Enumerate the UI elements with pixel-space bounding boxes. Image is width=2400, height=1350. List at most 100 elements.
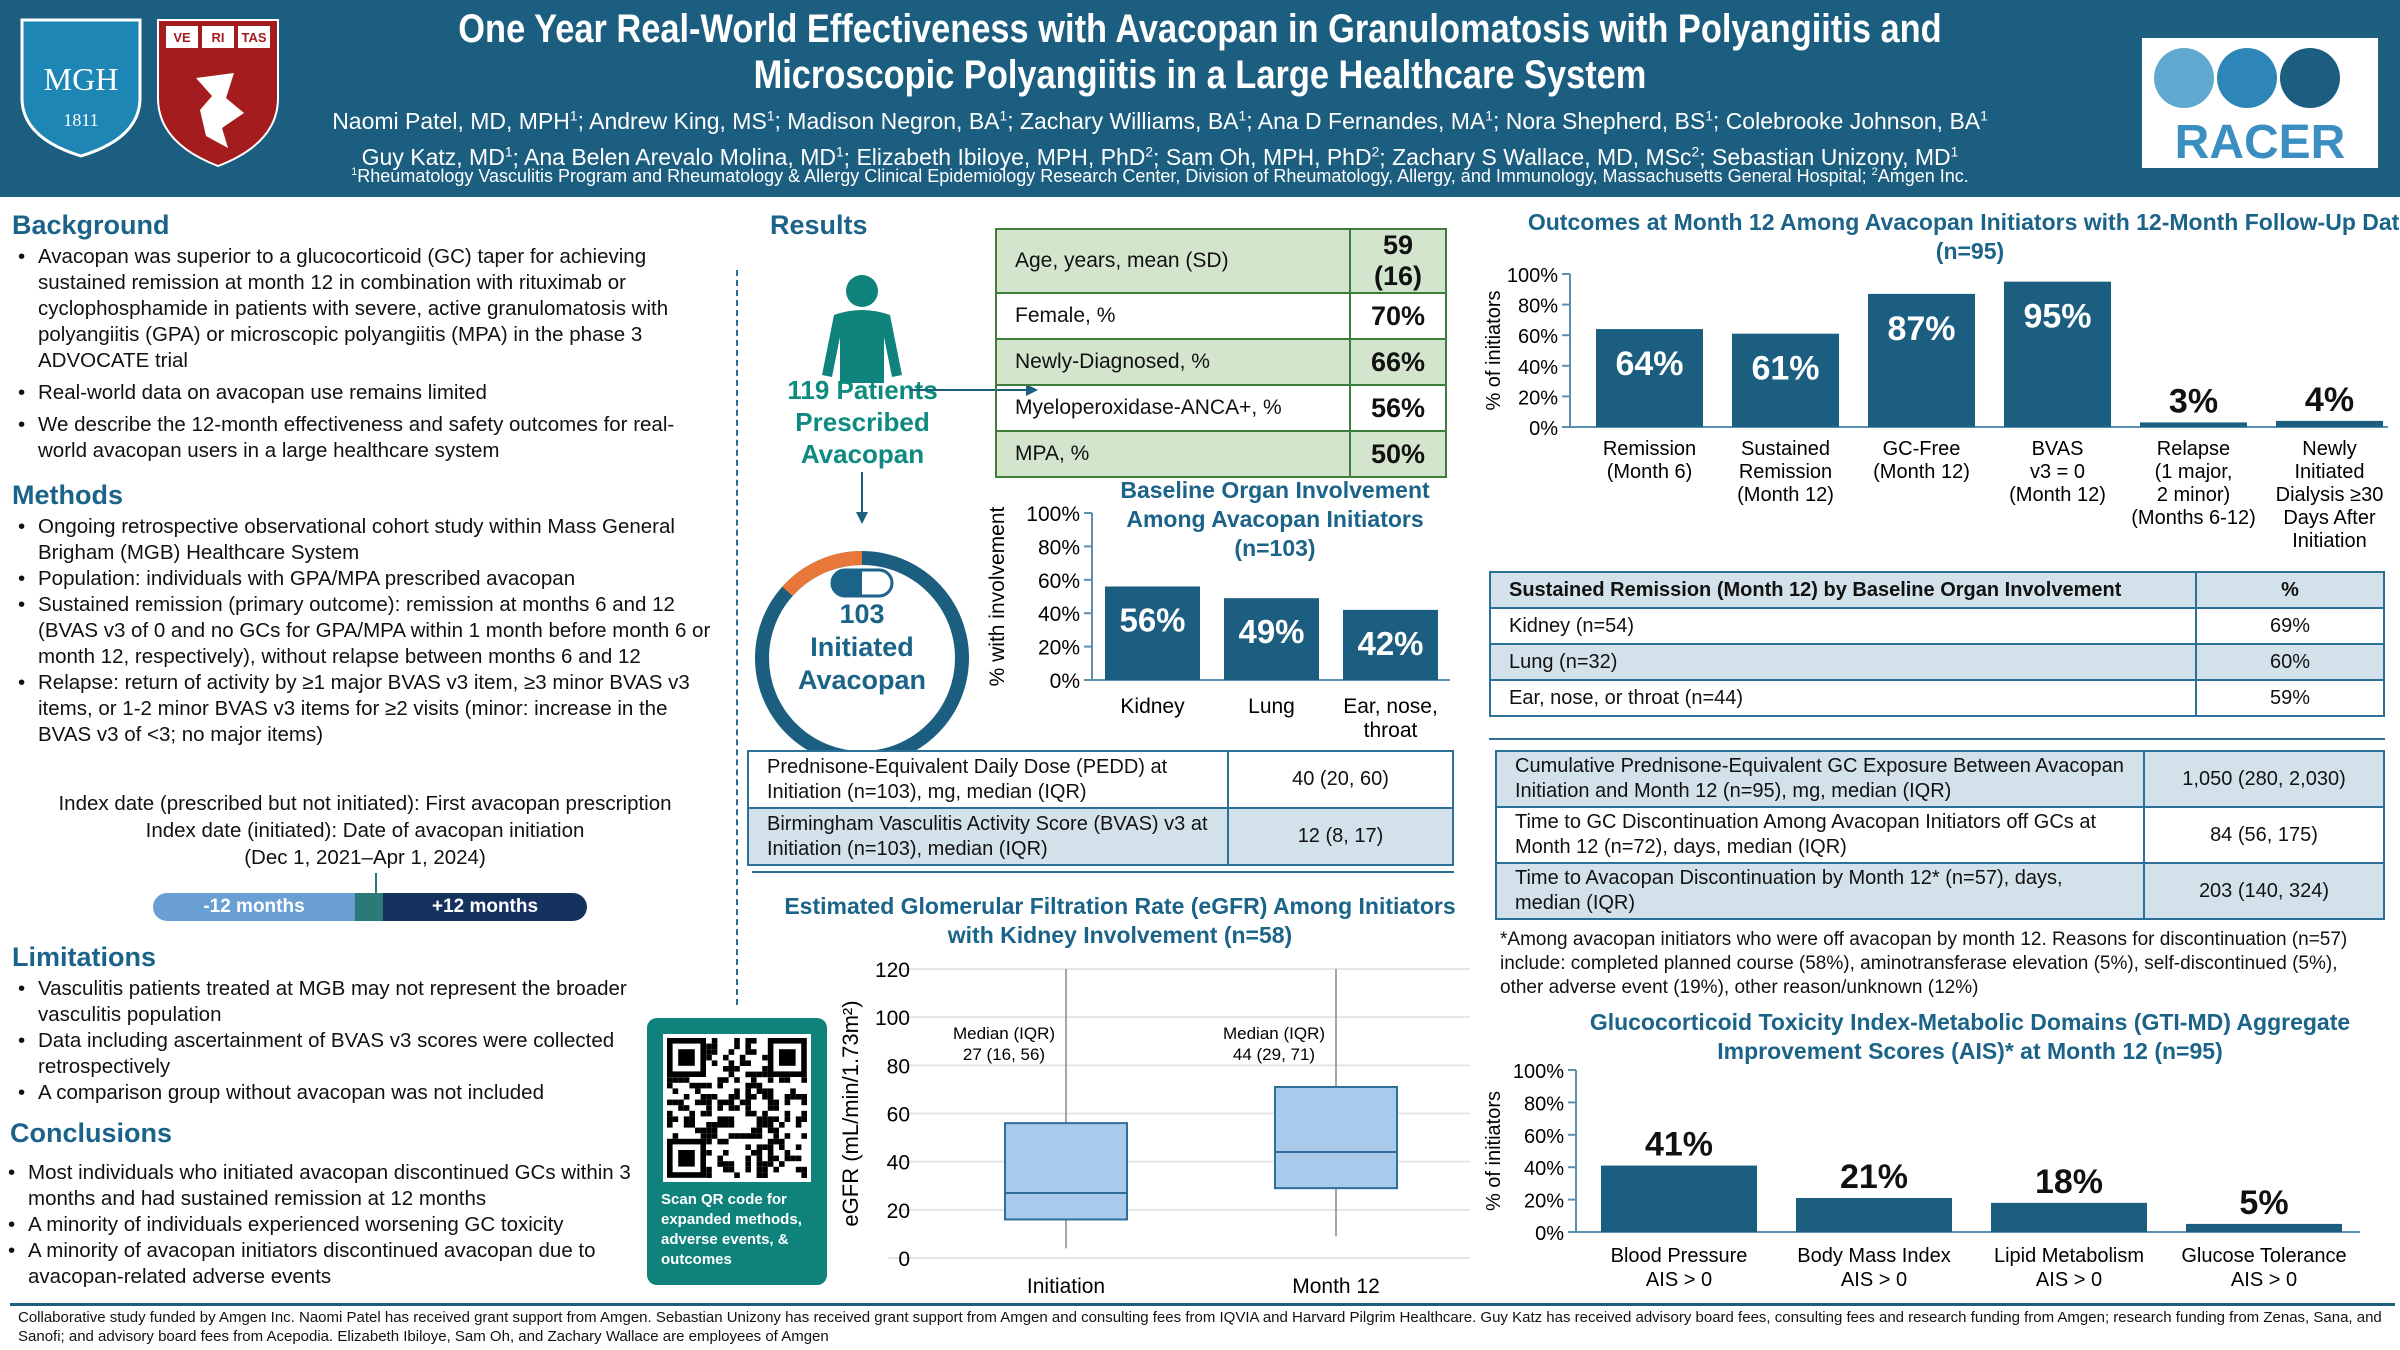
- qr-module: [767, 1077, 774, 1083]
- bar: [2186, 1223, 2342, 1232]
- qr-module: [801, 1099, 807, 1106]
- category-label: Relapse: [2157, 438, 2230, 460]
- harvard-motto-text: VE: [173, 30, 191, 45]
- qr-module: [767, 1150, 774, 1156]
- category-label: Dialysis ≥30: [2276, 484, 2384, 506]
- qr-module: [706, 1172, 712, 1178]
- bar: [2004, 281, 2111, 427]
- table-value: 40 (20, 60): [1227, 750, 1454, 809]
- list-item: Sustained remission (primary outcome): r…: [12, 592, 717, 670]
- y-tick-label: 0%: [1529, 418, 1558, 440]
- title-line-2: Microscopic Polyangiitis in a Large Heal…: [753, 53, 1647, 97]
- qr-module: [689, 1122, 695, 1128]
- y-tick-label: 20%: [1518, 387, 1558, 409]
- y-tick-label: 40%: [1518, 357, 1558, 379]
- category-label: Days After: [2283, 507, 2376, 529]
- category-label: throat: [1364, 719, 1418, 742]
- data-label: 64%: [1615, 345, 1683, 383]
- table-row: Newly-Diagnosed, % 66%: [995, 338, 1447, 386]
- data-label: 3%: [2169, 382, 2218, 420]
- qr-module: [773, 1099, 779, 1106]
- table-label: Prednisone-Equivalent Daily Dose (PEDD) …: [747, 750, 1229, 809]
- qr-module: [728, 1105, 735, 1111]
- category-label: Initiated: [2294, 461, 2364, 483]
- qr-module: [745, 1161, 751, 1167]
- qr-module: [739, 1060, 746, 1066]
- qr-module: [683, 1105, 690, 1111]
- qr-module: [717, 1105, 723, 1111]
- category-label: (1 major,: [2155, 461, 2233, 483]
- qr-module: [706, 1082, 712, 1089]
- bar: [1991, 1202, 2147, 1232]
- qr-module: [728, 1094, 735, 1100]
- qr-module: [667, 1077, 673, 1083]
- harvard-logo: VE RI TAS: [157, 19, 279, 168]
- qr-module: [795, 1166, 802, 1173]
- qr-module: [767, 1144, 774, 1150]
- qr-module: [773, 1138, 779, 1145]
- table-value: 69%: [2195, 607, 2385, 645]
- y-tick-label: 40%: [1524, 1158, 1564, 1180]
- qr-module: [756, 1088, 763, 1094]
- qr-module: [672, 1116, 679, 1122]
- table-label: Female, %: [995, 292, 1351, 340]
- qr-module: [734, 1133, 740, 1139]
- qr-module: [745, 1105, 751, 1111]
- qr-module: [801, 1166, 807, 1173]
- table-row: Age, years, mean (SD) 59 (16): [995, 228, 1447, 294]
- category-label: Glucose Tolerance: [2181, 1245, 2346, 1267]
- qr-module: [728, 1066, 735, 1072]
- y-tick-label: 20%: [1038, 637, 1080, 660]
- qr-module: [706, 1054, 712, 1061]
- index-line: Index date (initiated): Date of avacopan…: [145, 819, 585, 842]
- qr-module: [739, 1054, 746, 1061]
- qr-panel[interactable]: Scan QR code for expanded methods, adver…: [647, 1018, 827, 1285]
- qr-module: [717, 1082, 723, 1089]
- qr-module: [711, 1094, 718, 1100]
- qr-module: [801, 1133, 807, 1139]
- qr-module: [706, 1122, 712, 1128]
- table-label: MPA, %: [995, 430, 1351, 478]
- y-tick-label: 80: [887, 1055, 910, 1078]
- conclusions-heading: Conclusions: [10, 1118, 173, 1148]
- category-label: (Months 6-12): [2131, 507, 2256, 529]
- qr-module: [672, 1133, 679, 1139]
- median-annotation: 44 (29, 71): [1233, 1045, 1315, 1064]
- qr-module: [751, 1127, 757, 1134]
- qr-module: [706, 1127, 712, 1134]
- qr-module: [678, 1105, 684, 1111]
- category-label: 2 minor): [2157, 484, 2230, 506]
- category-label: (Month 12): [1737, 484, 1834, 506]
- qr-module: [683, 1122, 690, 1128]
- author-name: Nora Shepherd, BS1: [1505, 107, 1713, 134]
- qr-module: [706, 1099, 712, 1106]
- mgh-logo-year: 1811: [63, 110, 98, 130]
- column-divider: [736, 270, 738, 1005]
- bar: [1224, 598, 1319, 680]
- qr-module: [667, 1110, 673, 1117]
- qr-module: [728, 1099, 735, 1106]
- category-label: Newly: [2302, 438, 2356, 460]
- qr-module: [706, 1110, 712, 1117]
- qr-module: [756, 1161, 763, 1167]
- qr-module: [667, 1099, 673, 1106]
- author-name: Sebastian Unizony, MD1: [1712, 144, 1959, 171]
- qr-module: [723, 1138, 729, 1145]
- qr-module: [723, 1077, 729, 1083]
- qr-module: [728, 1122, 735, 1128]
- table-value: 84 (56, 175): [2143, 806, 2385, 864]
- qr-module: [801, 1110, 807, 1117]
- table-value: 56%: [1349, 384, 1447, 432]
- qr-module: [723, 1161, 729, 1167]
- qr-module: [689, 1116, 695, 1122]
- qr-module: [762, 1088, 768, 1094]
- qr-module: [728, 1161, 735, 1167]
- qr-module: [756, 1144, 763, 1150]
- qr-module: [784, 1099, 791, 1106]
- qr-code-icon[interactable]: [663, 1034, 811, 1182]
- qr-module: [717, 1155, 723, 1162]
- category-label: Remission: [1739, 461, 1832, 483]
- table-row: Female, % 70%: [995, 292, 1447, 340]
- y-tick-label: 100: [875, 1007, 910, 1030]
- qr-module: [751, 1071, 757, 1078]
